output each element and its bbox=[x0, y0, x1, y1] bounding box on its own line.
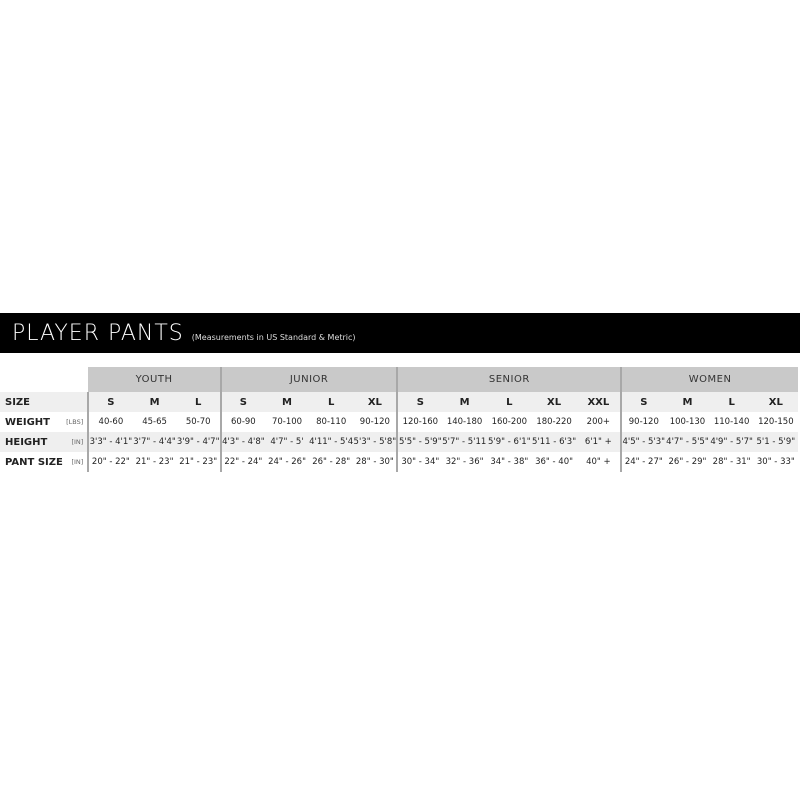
cell: 100-130 bbox=[669, 417, 706, 427]
page-subtitle: (Measurements in US Standard & Metric) bbox=[191, 332, 356, 342]
cell: S bbox=[396, 392, 443, 412]
cell: L bbox=[486, 392, 532, 412]
cell: S bbox=[219, 392, 265, 412]
cell: 120-160 bbox=[396, 412, 443, 432]
cell: 34" - 38" bbox=[490, 457, 529, 467]
title-banner: PLAYER PANTS (Measurements in US Standar… bbox=[0, 313, 800, 353]
cell: 5'11 - 6'3" bbox=[531, 432, 577, 452]
cell: 20" - 22" bbox=[87, 452, 133, 472]
cell: 3'3" - 4'1" bbox=[87, 432, 133, 452]
cell: M bbox=[264, 392, 310, 412]
cell: M bbox=[442, 392, 487, 412]
cell: 180-220 bbox=[536, 417, 572, 427]
cell: 160-200 bbox=[491, 417, 528, 427]
group-women: WOMEN bbox=[620, 367, 798, 392]
cell: L bbox=[709, 392, 754, 412]
cell: 5'7" - 5'11" bbox=[442, 432, 487, 452]
group-youth: YOUTH bbox=[88, 367, 221, 392]
cell: 3'9" - 4'7" bbox=[176, 432, 221, 452]
row-label: WEIGHT [LBS] bbox=[0, 412, 88, 432]
cell: XL bbox=[353, 392, 398, 412]
cell: 26" - 28" bbox=[312, 457, 351, 467]
row-size: SIZE S M L S M L XL S M L XL XXL S M L XL bbox=[0, 392, 798, 412]
cell: XXL bbox=[576, 392, 622, 412]
cell: 140-180 bbox=[446, 417, 483, 427]
cell: 21" - 23" bbox=[135, 457, 174, 467]
cell: 4'5" - 5'3" bbox=[620, 432, 666, 452]
cell: 50-70 bbox=[185, 417, 211, 427]
cell: 32" - 36" bbox=[445, 457, 484, 467]
row-height: HEIGHT [IN] 3'3" - 4'1" 3'7" - 4'4" 3'9" - 4… bbox=[0, 432, 798, 452]
cell: 90-120 bbox=[620, 412, 666, 432]
cell: L bbox=[176, 392, 221, 412]
cell: S bbox=[620, 392, 666, 412]
cell: 30" - 34" bbox=[396, 452, 443, 472]
cell: 3'7" - 4'4" bbox=[132, 432, 177, 452]
row-label: PANT SIZE [IN] bbox=[0, 452, 88, 472]
cell: 26" - 29" bbox=[668, 457, 707, 467]
cell: 110-140 bbox=[713, 417, 750, 427]
cell: 4'7" - 5'5" bbox=[665, 432, 710, 452]
cell: 120-150 bbox=[758, 417, 794, 427]
cell: 70-100 bbox=[271, 417, 303, 427]
cell: S bbox=[87, 392, 133, 412]
row-label-text: WEIGHT bbox=[5, 416, 50, 428]
cell: M bbox=[665, 392, 710, 412]
row-weight: WEIGHT [LBS] 40-60 45-65 50-70 60-90 70-100 80-… bbox=[0, 412, 798, 432]
cell: 6'1" + bbox=[576, 432, 622, 452]
cell: XL bbox=[753, 392, 798, 412]
row-label: SIZE bbox=[0, 392, 89, 412]
row-label-text: PANT SIZE bbox=[5, 456, 63, 468]
unit-label: [IN] bbox=[71, 458, 84, 466]
row-label-text: HEIGHT bbox=[5, 436, 48, 448]
cell: 22" - 24" bbox=[219, 452, 265, 472]
cell: 90-120 bbox=[359, 417, 390, 427]
group-junior: JUNIOR bbox=[219, 367, 398, 392]
cell: 60-90 bbox=[219, 412, 265, 432]
size-chart-table: YOUTH JUNIOR SENIOR WOMEN SIZE S M L S M L XL S M… bbox=[0, 367, 798, 472]
cell: 45-65 bbox=[142, 417, 167, 427]
cell: 80-110 bbox=[316, 417, 347, 427]
unit-label: [LBS] bbox=[66, 418, 84, 426]
cell: 4'7" - 5' bbox=[264, 432, 310, 452]
cell: L bbox=[309, 392, 354, 412]
cell: 40" + bbox=[586, 457, 611, 467]
row-label: HEIGHT [IN] bbox=[0, 432, 89, 452]
cell: 21" - 23" bbox=[179, 457, 218, 467]
row-label-text: SIZE bbox=[5, 396, 31, 408]
cell: 4'3" - 4'8" bbox=[219, 432, 265, 452]
cell: 4'9" - 5'7" bbox=[709, 432, 754, 452]
cell: M bbox=[132, 392, 177, 412]
cell: 5'5" - 5'9" bbox=[396, 432, 443, 452]
group-header-row: YOUTH JUNIOR SENIOR WOMEN bbox=[0, 367, 798, 392]
cell: 200+ bbox=[586, 417, 611, 427]
group-senior: SENIOR bbox=[396, 367, 622, 392]
cell: 28" - 31" bbox=[712, 457, 751, 467]
cell: 24" - 27" bbox=[620, 452, 666, 472]
cell: 5'9" - 6'1" bbox=[486, 432, 532, 452]
cell: 4'11" - 5'4" bbox=[309, 432, 354, 452]
unit-label: [IN] bbox=[71, 438, 84, 446]
cell: XL bbox=[531, 392, 577, 412]
cell: 36" - 40" bbox=[535, 457, 574, 467]
cell: 30" - 33" bbox=[756, 457, 795, 467]
cell: 40-60 bbox=[87, 412, 133, 432]
cell: 24" - 26" bbox=[268, 457, 306, 467]
cell: 5'1 - 5'9" bbox=[753, 432, 798, 452]
cell: 28" - 30" bbox=[355, 457, 394, 467]
row-pant: PANT SIZE [IN] 20" - 22" 21" - 23" 21" - 23"… bbox=[0, 452, 798, 472]
cell: 5'3" - 5'8" bbox=[353, 432, 398, 452]
page-title: PLAYER PANTS bbox=[12, 320, 184, 346]
